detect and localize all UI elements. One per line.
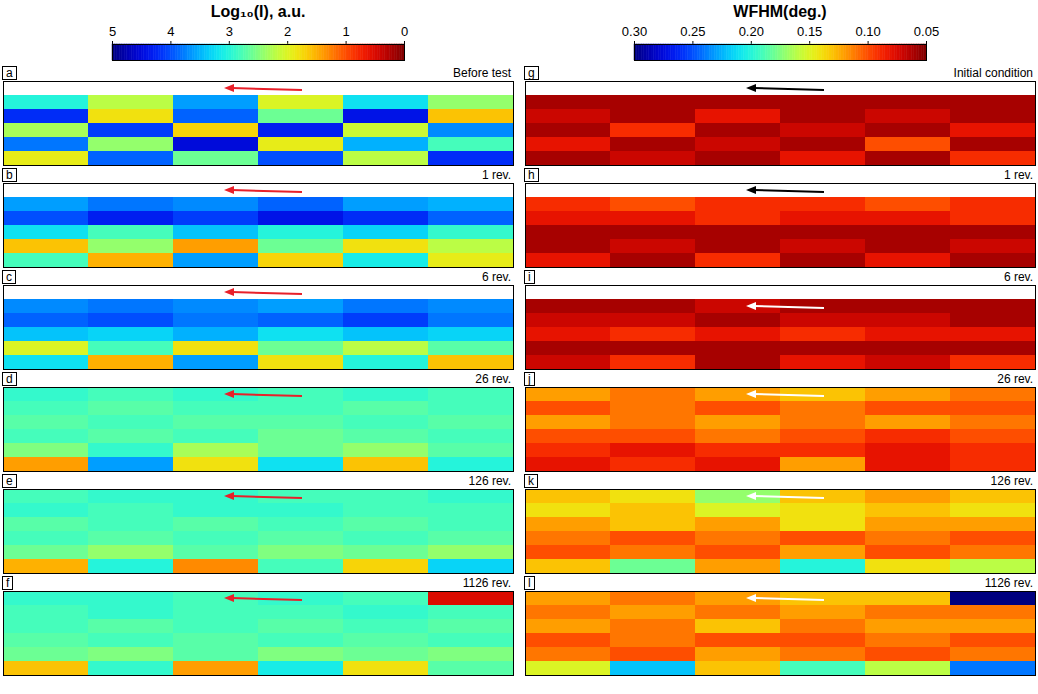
html-text:1 rev.: 1 rev. bbox=[481, 168, 511, 182]
html-text:d: d bbox=[6, 372, 13, 386]
html-text:126 rev.: 126 rev. bbox=[468, 474, 511, 488]
html-text:j: j bbox=[528, 372, 531, 386]
svg-text:0.20: 0.20 bbox=[739, 24, 764, 39]
html-text:126 rev.: 126 rev. bbox=[990, 474, 1033, 488]
html-text:a: a bbox=[6, 66, 13, 80]
html-text:6 rev.: 6 rev. bbox=[1003, 270, 1033, 284]
html-text:1126 rev.: 1126 rev. bbox=[462, 576, 511, 590]
svg-text:0.05: 0.05 bbox=[914, 24, 939, 39]
html-text:h: h bbox=[528, 168, 535, 182]
html-text:WFHM(deg.): WFHM(deg.) bbox=[733, 3, 827, 20]
svg-text:0: 0 bbox=[401, 24, 408, 39]
html-text:6 rev.: 6 rev. bbox=[481, 270, 511, 284]
svg-text:5: 5 bbox=[109, 24, 116, 39]
svg-text:0.30: 0.30 bbox=[622, 24, 647, 39]
svg-text:4: 4 bbox=[167, 24, 174, 39]
html-text:b: b bbox=[6, 168, 13, 182]
svg-text:0.15: 0.15 bbox=[797, 24, 822, 39]
html-text:f: f bbox=[6, 576, 10, 590]
svg-text:1: 1 bbox=[342, 24, 349, 39]
html-text:Initial condition: Initial condition bbox=[953, 66, 1033, 80]
html-text:k: k bbox=[528, 474, 534, 488]
html-text:i: i bbox=[528, 270, 531, 284]
html-text:g: g bbox=[528, 66, 535, 80]
html-text:l: l bbox=[528, 576, 531, 590]
svg-text:3: 3 bbox=[226, 24, 233, 39]
html-text:26 rev.: 26 rev. bbox=[475, 372, 511, 386]
html-text:1126 rev.: 1126 rev. bbox=[984, 576, 1033, 590]
svg-text:2: 2 bbox=[284, 24, 291, 39]
html-text:Before test: Before test bbox=[453, 66, 511, 80]
html-text:26 rev.: 26 rev. bbox=[997, 372, 1033, 386]
svg-text:0.10: 0.10 bbox=[855, 24, 880, 39]
svg-text:0.25: 0.25 bbox=[680, 24, 705, 39]
html-text:1 rev.: 1 rev. bbox=[1003, 168, 1033, 182]
html-text:Log₁₀(I), a.u.: Log₁₀(I), a.u. bbox=[210, 3, 306, 20]
html-text:e: e bbox=[6, 474, 13, 488]
html-text:c: c bbox=[6, 270, 12, 284]
